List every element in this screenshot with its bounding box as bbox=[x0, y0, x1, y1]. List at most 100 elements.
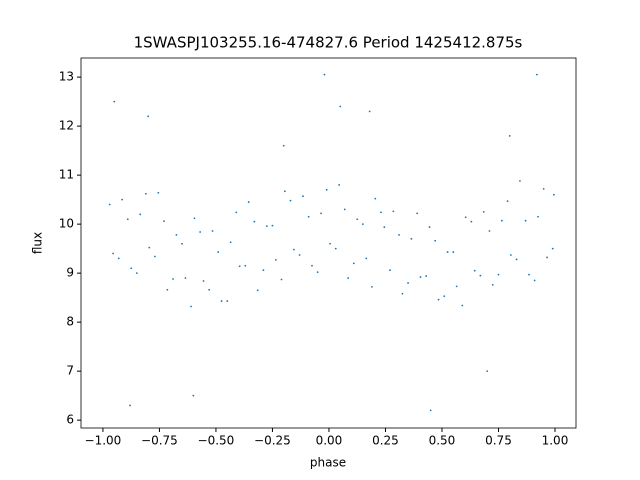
data-point bbox=[339, 105, 342, 108]
y-tick-label: 6 bbox=[66, 413, 74, 427]
data-point bbox=[147, 115, 150, 118]
data-point bbox=[148, 246, 151, 249]
data-point bbox=[289, 199, 292, 202]
x-axis-label: phase bbox=[310, 456, 346, 470]
y-axis-label: flux bbox=[31, 232, 45, 254]
data-point bbox=[274, 259, 277, 261]
data-point bbox=[166, 288, 169, 291]
data-point bbox=[443, 295, 446, 298]
data-point bbox=[528, 273, 530, 276]
data-point bbox=[202, 280, 205, 282]
data-point bbox=[293, 248, 295, 251]
data-point bbox=[129, 404, 131, 407]
data-point bbox=[508, 135, 511, 137]
data-point bbox=[429, 409, 432, 412]
data-point bbox=[419, 276, 422, 278]
data-point bbox=[184, 277, 187, 279]
data-point bbox=[220, 300, 223, 302]
data-point bbox=[535, 73, 538, 76]
data-point bbox=[515, 258, 518, 261]
data-point bbox=[506, 200, 509, 202]
x-tick-label: −0.75 bbox=[141, 434, 178, 448]
data-point bbox=[473, 269, 476, 272]
data-point bbox=[407, 282, 409, 284]
data-point bbox=[121, 198, 124, 201]
data-point bbox=[533, 279, 536, 282]
x-tick-label: 1.00 bbox=[542, 434, 569, 448]
y-tick-label: 7 bbox=[66, 364, 74, 378]
data-point bbox=[552, 193, 555, 196]
data-point bbox=[428, 226, 431, 228]
data-point bbox=[500, 219, 503, 222]
data-point bbox=[271, 224, 274, 227]
y-tick-label: 11 bbox=[59, 168, 74, 182]
data-point bbox=[112, 252, 114, 255]
data-point bbox=[157, 191, 160, 194]
data-point bbox=[217, 251, 220, 253]
data-point bbox=[524, 219, 527, 222]
data-point bbox=[482, 210, 485, 213]
data-point bbox=[470, 220, 473, 223]
data-point bbox=[455, 285, 458, 288]
plot-frame bbox=[80, 57, 577, 429]
data-point bbox=[398, 234, 400, 236]
data-point bbox=[208, 288, 211, 291]
data-point bbox=[163, 220, 165, 223]
data-point bbox=[172, 278, 174, 280]
data-point bbox=[542, 187, 545, 190]
x-tick-label: 0.50 bbox=[429, 434, 456, 448]
data-point bbox=[452, 251, 455, 253]
y-tick-label: 9 bbox=[66, 266, 74, 280]
data-point bbox=[256, 289, 259, 292]
data-point bbox=[497, 273, 500, 276]
data-point bbox=[416, 212, 419, 215]
x-tick-label: −1.00 bbox=[85, 434, 122, 448]
data-point bbox=[135, 272, 138, 275]
data-point bbox=[211, 230, 214, 232]
data-point bbox=[464, 216, 467, 219]
x-tick-label: 0.75 bbox=[485, 434, 512, 448]
data-point bbox=[370, 285, 373, 288]
data-point bbox=[347, 277, 350, 279]
data-point bbox=[546, 256, 548, 259]
data-point bbox=[283, 190, 286, 193]
data-point bbox=[108, 203, 111, 206]
data-point bbox=[229, 241, 232, 244]
data-point bbox=[175, 234, 178, 236]
data-point bbox=[368, 110, 371, 113]
data-point bbox=[302, 195, 304, 198]
data-point bbox=[510, 254, 512, 256]
data-point bbox=[117, 257, 120, 260]
data-point bbox=[425, 275, 428, 277]
data-point bbox=[343, 208, 346, 211]
data-point bbox=[190, 305, 192, 308]
data-point bbox=[311, 264, 313, 267]
data-point bbox=[410, 237, 413, 240]
data-point bbox=[519, 180, 521, 182]
data-point bbox=[226, 300, 229, 302]
data-point bbox=[199, 231, 202, 233]
data-point bbox=[235, 211, 238, 214]
y-tick-label: 8 bbox=[66, 315, 74, 329]
data-point bbox=[361, 223, 364, 226]
data-point bbox=[434, 239, 437, 242]
x-tick-label: −0.50 bbox=[198, 434, 235, 448]
data-point bbox=[139, 213, 142, 216]
data-point bbox=[392, 210, 395, 213]
data-point bbox=[316, 271, 319, 274]
y-tick-label: 12 bbox=[59, 119, 74, 133]
y-tick-label: 13 bbox=[59, 70, 74, 84]
data-point bbox=[461, 304, 464, 307]
data-point bbox=[323, 73, 326, 76]
data-point bbox=[154, 255, 156, 258]
data-point bbox=[280, 278, 283, 281]
data-point bbox=[383, 226, 386, 228]
data-point bbox=[380, 211, 382, 214]
x-tick-label: 0.00 bbox=[316, 434, 343, 448]
data-point bbox=[193, 217, 196, 220]
data-point bbox=[329, 242, 331, 245]
data-point bbox=[334, 247, 337, 250]
data-point bbox=[352, 262, 355, 265]
data-point bbox=[244, 264, 247, 267]
